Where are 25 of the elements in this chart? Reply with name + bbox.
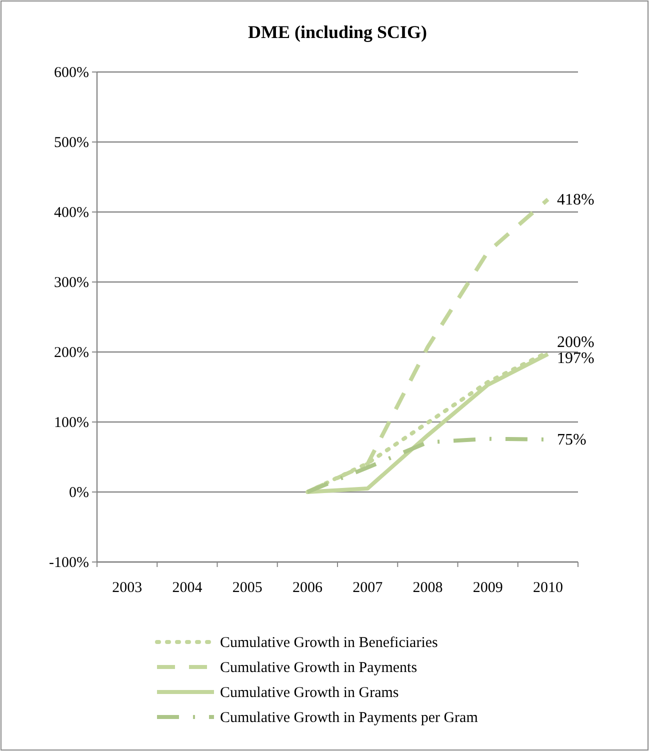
x-tick-label: 2004 (172, 580, 203, 596)
y-tick-label: 500% (54, 135, 89, 151)
data-label: 75% (556, 432, 586, 448)
chart-title: DME (including SCIG) (248, 22, 428, 42)
y-tick-label: -100% (49, 555, 89, 571)
y-tick-label: 400% (54, 205, 89, 221)
y-tick-label: 200% (54, 345, 89, 361)
y-tick-label: 100% (54, 415, 89, 431)
data-label: 197% (556, 350, 594, 368)
y-tick-label: 0% (69, 485, 89, 501)
legend-label: Cumulative Growth in Payments per Gram (220, 710, 478, 726)
legend-label: Cumulative Growth in Beneficiaries (220, 635, 438, 651)
x-tick-label: 2009 (472, 580, 503, 596)
x-tick-label: 2003 (112, 580, 142, 596)
x-tick-label: 2006 (292, 580, 323, 596)
data-label: 418% (556, 191, 594, 208)
legend-label: Cumulative Growth in Grams (220, 685, 399, 701)
data-label: 200% (556, 334, 594, 351)
x-tick-label: 2005 (232, 580, 262, 596)
x-tick-label: 2008 (412, 580, 443, 596)
x-tick-label: 2007 (352, 580, 384, 596)
y-tick-label: 600% (54, 65, 89, 81)
legend-label: Cumulative Growth in Payments (220, 660, 418, 676)
x-tick-label: 2010 (532, 580, 563, 596)
y-tick-label: 300% (54, 275, 89, 291)
